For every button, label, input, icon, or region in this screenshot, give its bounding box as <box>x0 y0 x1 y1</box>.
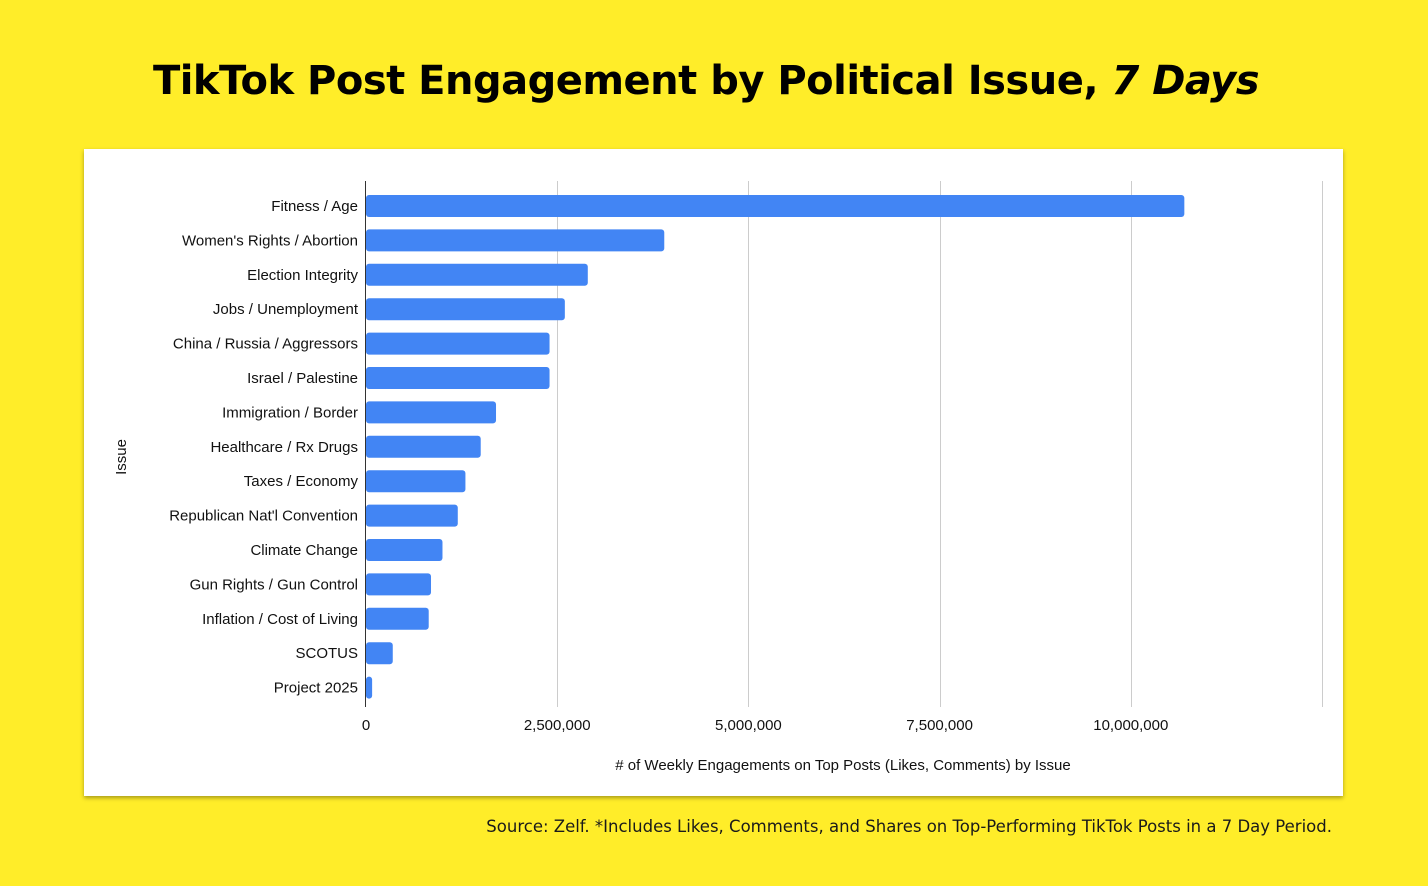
category-label-14: Project 2025 <box>274 680 358 697</box>
bar-2 <box>366 263 588 286</box>
category-label-6: Immigration / Border <box>222 404 358 421</box>
category-label-8: Taxes / Economy <box>244 473 359 490</box>
x-tick-label-1: 2,500,000 <box>524 717 591 734</box>
bar-4 <box>366 332 550 355</box>
chart-card: Fitness / Age Women's Rights / Abortion El… <box>84 149 1343 796</box>
category-label-12: Inflation / Cost of Living <box>202 611 358 628</box>
bar-11 <box>366 573 432 596</box>
gridlines <box>557 181 1323 707</box>
category-labels: Fitness / Age Women's Rights / Abortion El… <box>169 198 359 697</box>
category-label-5: Israel / Palestine <box>247 370 358 387</box>
bar-7 <box>366 435 481 458</box>
category-label-4: China / Russia / Aggressors <box>173 336 358 353</box>
source-note: Source: Zelf. *Includes Likes, Comments,… <box>486 817 1332 836</box>
bar-chart: Fitness / Age Women's Rights / Abortion El… <box>113 181 1323 774</box>
bar-6 <box>366 401 497 424</box>
bar-5 <box>366 367 550 389</box>
category-label-13: SCOTUS <box>295 645 358 662</box>
category-label-11: Gun Rights / Gun Control <box>190 576 358 593</box>
bar-0 <box>366 195 1185 217</box>
x-tick-label-2: 5,000,000 <box>715 717 782 734</box>
category-label-7: Healthcare / Rx Drugs <box>210 439 358 456</box>
category-label-1: Women's Rights / Abortion <box>182 232 358 249</box>
y-axis-title: Issue <box>113 439 130 475</box>
bar-1 <box>366 229 665 252</box>
x-tick-label-4: 10,000,000 <box>1093 717 1168 734</box>
bar-13 <box>366 642 393 665</box>
x-tick-label-3: 7,500,000 <box>906 717 973 734</box>
x-tick-label-0: 0 <box>362 717 370 734</box>
category-label-9: Republican Nat'l Convention <box>169 508 358 525</box>
category-label-10: Climate Change <box>250 542 358 559</box>
x-tick-labels: 0 2,500,000 5,000,000 7,500,000 10,000,000 <box>362 717 1169 734</box>
bar-8 <box>366 470 466 493</box>
bar-3 <box>366 298 565 321</box>
bar-9 <box>366 504 458 527</box>
page-title-main: TikTok Post Engagement by Political Issu… <box>152 58 1112 104</box>
category-label-3: Jobs / Unemployment <box>213 301 359 318</box>
bars <box>366 195 1185 699</box>
page-title: TikTok Post Engagement by Political Issu… <box>0 58 1412 104</box>
page-title-emphasis: 7 Days <box>1111 58 1260 104</box>
x-axis-title: # of Weekly Engagements on Top Posts (Li… <box>615 757 1071 774</box>
bar-14 <box>366 676 373 699</box>
category-label-2: Election Integrity <box>247 267 358 284</box>
bar-10 <box>366 539 443 561</box>
bar-12 <box>366 607 429 630</box>
category-label-0: Fitness / Age <box>271 198 358 215</box>
